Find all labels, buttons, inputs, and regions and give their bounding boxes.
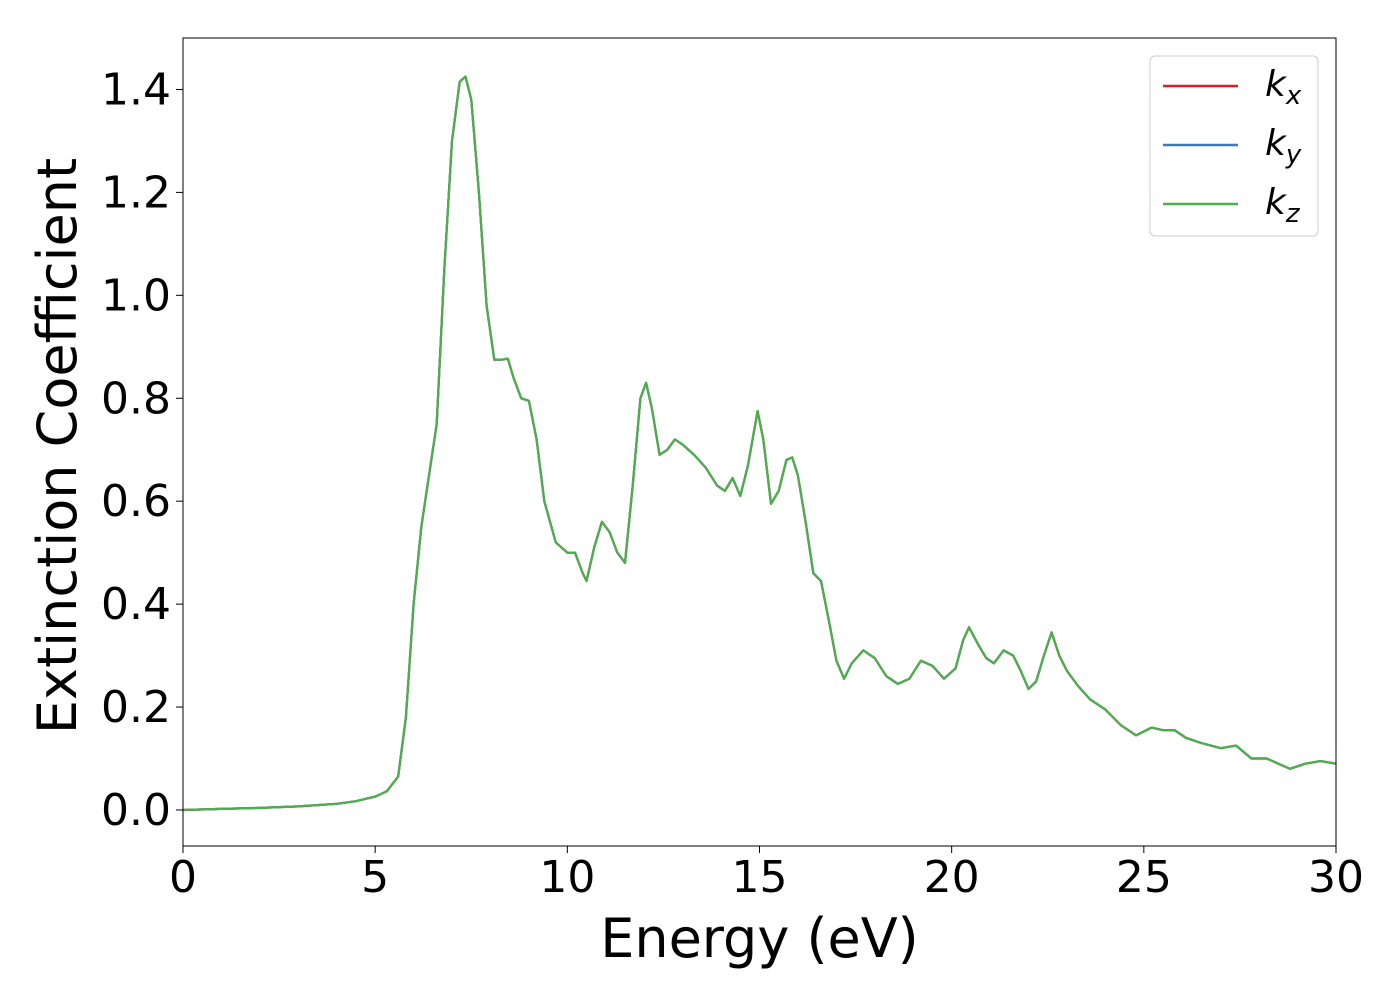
y-tick-label: 0.8: [101, 373, 171, 424]
x-axis: 0 5 10 15 20 25 30: [169, 846, 1364, 903]
legend-label-ky: ky: [1265, 123, 1302, 170]
x-tick-label: 20: [924, 852, 980, 903]
legend-label-kx: kx: [1265, 64, 1302, 111]
y-tick-label: 1.2: [101, 167, 171, 218]
x-tick-label: 25: [1116, 852, 1172, 903]
y-axis-label: Extinction Coefficient: [26, 158, 89, 734]
y-tick-label: 1.0: [101, 270, 171, 321]
legend-label-main: k: [1265, 64, 1288, 105]
y-tick-label: 0.0: [101, 785, 171, 836]
y-tick-label: 0.2: [101, 682, 171, 733]
legend-label-main: k: [1265, 182, 1288, 223]
x-tick-label: 5: [361, 852, 389, 903]
y-tick-label: 0.4: [101, 579, 171, 630]
legend-label-kz: kz: [1265, 182, 1301, 229]
x-axis-label: Energy (eV): [600, 907, 919, 970]
legend-label-subscript: x: [1285, 81, 1302, 111]
x-tick-label: 0: [169, 852, 197, 903]
legend-label-main: k: [1265, 123, 1288, 164]
x-tick-label: 10: [539, 852, 595, 903]
y-axis: 0.0 0.2 0.4 0.6 0.8 1.0 1.2 1.4: [101, 64, 183, 836]
legend-label-subscript: y: [1285, 140, 1302, 170]
x-tick-label: 30: [1308, 852, 1364, 903]
series-line-kz: [182, 75, 1337, 812]
y-tick-label: 1.4: [101, 64, 171, 115]
legend-label-subscript: z: [1285, 199, 1301, 229]
y-tick-label: 0.6: [101, 476, 171, 527]
x-tick-label: 15: [732, 852, 788, 903]
series-layer: [182, 75, 1337, 812]
